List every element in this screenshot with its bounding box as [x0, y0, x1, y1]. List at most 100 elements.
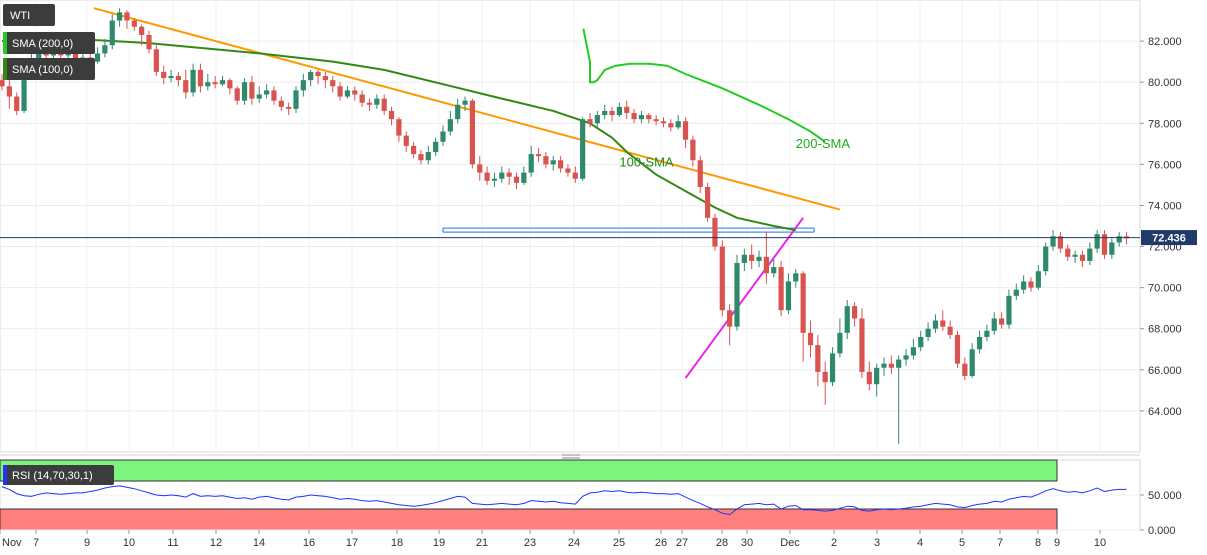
rsi-tick-label: 50.000: [1148, 490, 1182, 502]
candle-up: [219, 80, 226, 85]
candle-up: [844, 306, 850, 333]
candle-up: [602, 110, 608, 116]
candle-down: [175, 76, 181, 81]
candle-up: [1050, 236, 1056, 247]
candle-up: [205, 82, 211, 87]
candle-down: [278, 100, 284, 107]
candle-up: [638, 115, 645, 120]
candle-down: [543, 156, 549, 165]
candle-down: [653, 119, 659, 122]
candle-down: [477, 164, 483, 173]
candle-down: [183, 80, 189, 93]
candle-down: [535, 154, 542, 157]
candle-up: [896, 359, 902, 368]
candle-up: [425, 152, 431, 161]
pane-divider[interactable]: [0, 454, 1140, 459]
candle-up: [675, 121, 681, 128]
candle-down: [866, 371, 872, 385]
candle-up: [36, 49, 42, 60]
candle-up: [771, 267, 777, 274]
time-tick-label: 11: [167, 537, 178, 549]
candle-up: [491, 178, 498, 181]
sma200-legend-box[interactable]: [3, 32, 95, 54]
candle-down: [161, 71, 167, 79]
candle-down: [197, 69, 204, 87]
candle-up: [1035, 271, 1041, 288]
candle-up: [344, 90, 351, 97]
candle-down: [337, 86, 343, 97]
time-tick-label: 24: [568, 537, 580, 549]
candle-up: [1094, 234, 1100, 249]
candle-up: [756, 256, 762, 261]
candle-up: [1087, 248, 1093, 261]
candle-down: [852, 306, 858, 319]
candle-up: [969, 349, 975, 376]
candle-down: [690, 139, 696, 161]
sma-annotation: 100-SMA: [619, 154, 674, 169]
candle-up: [594, 115, 600, 124]
candle-down: [388, 110, 395, 120]
rsi-legend-box[interactable]: [3, 465, 114, 485]
symbol-box[interactable]: [3, 4, 55, 26]
candle-up: [21, 71, 27, 111]
candle-up: [550, 160, 556, 165]
candle-down: [1101, 234, 1108, 255]
time-tick-label: 14: [253, 537, 265, 549]
time-tick-label: 23: [524, 537, 536, 549]
candle-down: [646, 115, 652, 120]
rsi-oversold-zone: [0, 508, 1058, 531]
time-tick-label: 12: [210, 537, 222, 549]
candle-down: [999, 318, 1005, 325]
time-tick-label: 28: [716, 537, 728, 549]
price-tick-label: 70.000: [1148, 283, 1182, 295]
candle-down: [712, 217, 718, 247]
time-tick-label: 16: [303, 537, 315, 549]
candle-down: [947, 326, 953, 335]
candle-up: [925, 328, 931, 337]
candle-up: [1043, 246, 1049, 272]
time-tick-label: Nov: [2, 537, 22, 549]
sma100-legend-box[interactable]: [3, 58, 95, 80]
candle-up: [190, 69, 196, 93]
candle-down: [286, 106, 292, 109]
resistance-trendline: [93, 7, 841, 211]
sma200-legend-label: SMA (200,0): [12, 38, 73, 50]
candle-up: [528, 154, 534, 173]
candle-up: [1116, 236, 1122, 243]
candle-down: [227, 80, 233, 89]
annotations: 100-SMA 200-SMA: [619, 136, 850, 169]
candle-down: [1065, 248, 1071, 257]
candle-up: [433, 141, 439, 153]
candle-down: [888, 363, 894, 368]
time-tick-label: 27: [676, 537, 688, 549]
time-tick-label: 5: [959, 537, 965, 549]
candle-down: [815, 345, 821, 372]
candle-up: [976, 336, 983, 350]
candle-up: [462, 100, 468, 105]
candle-down: [565, 168, 571, 173]
candle-down: [396, 119, 402, 136]
candle-up: [837, 332, 843, 354]
candle-down: [124, 12, 130, 21]
candle-up: [1013, 289, 1019, 296]
candle-up: [734, 262, 740, 327]
candle-down: [719, 246, 725, 311]
candle-up: [932, 320, 939, 329]
candle-down: [322, 76, 328, 81]
candle-down: [352, 90, 358, 95]
candle-down: [1057, 236, 1063, 249]
candle-down: [587, 119, 593, 124]
time-tick-label: 9: [1054, 537, 1060, 549]
candle-up: [741, 254, 747, 263]
candle-up: [94, 53, 101, 62]
candle-up: [293, 90, 299, 109]
sma-lines: [1, 28, 826, 232]
candle-down: [822, 371, 828, 383]
time-tick-label: 25: [613, 537, 625, 549]
sma200-legend-swatch: [3, 32, 7, 54]
candle-down: [381, 98, 387, 111]
candle-down: [697, 160, 703, 187]
price-tick-label: 76.000: [1148, 159, 1182, 171]
candle-up: [499, 172, 505, 179]
candle-up: [785, 281, 792, 311]
